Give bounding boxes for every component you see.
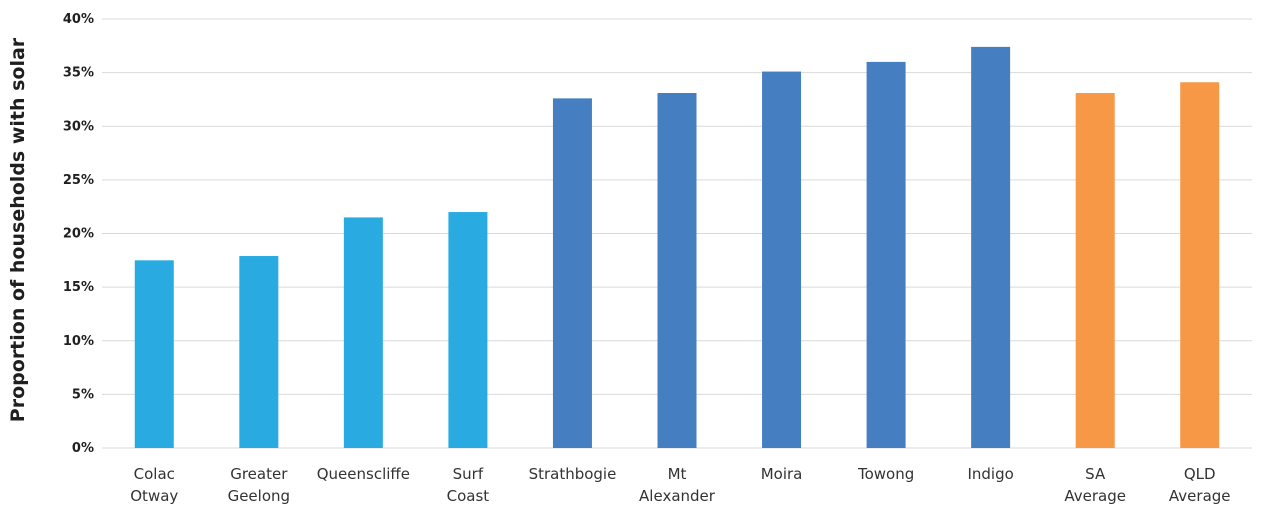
x-tick-label-line: Strathbogie — [529, 465, 617, 483]
x-tick-label-line: Geelong — [228, 487, 290, 505]
x-tick-label: Moira — [761, 465, 803, 483]
x-tick-label-line: Average — [1064, 487, 1126, 505]
y-tick-label: 40% — [63, 12, 94, 27]
bar — [971, 46, 1011, 448]
bar — [762, 71, 802, 449]
x-tick-label-line: Indigo — [967, 465, 1013, 483]
x-tick-label-line: Queenscliffe — [317, 465, 410, 483]
bar — [866, 61, 906, 449]
x-tick-label-line: QLD — [1184, 465, 1216, 483]
y-tick-label: 20% — [63, 227, 94, 242]
y-tick-label: 35% — [63, 66, 94, 81]
x-tick-label: QLD Average — [1169, 465, 1231, 505]
y-tick-label: 10% — [63, 334, 94, 349]
bar — [343, 217, 383, 448]
bar — [552, 98, 592, 449]
y-tick-label: 25% — [63, 173, 94, 188]
x-tick-label: Indigo — [967, 465, 1013, 483]
x-tick-label-line: Surf — [453, 465, 484, 483]
x-tick-label-line: Average — [1169, 487, 1231, 505]
x-tick-label-line: Colac — [134, 465, 175, 483]
x-tick-label: Mt Alexander — [639, 465, 716, 505]
y-axis-ticks: 0% 5% 10% 15% 20% 25% 30% 35% 40% — [63, 12, 94, 456]
bars — [134, 46, 1220, 449]
x-axis-labels: Colac Otway Greater Geelong Queenscliffe Surf… — [130, 465, 1230, 505]
x-tick-label-line: Otway — [130, 487, 178, 505]
bar — [134, 260, 174, 448]
x-tick-label-line: Mt — [668, 465, 687, 483]
x-tick-label: Surf Coast — [447, 465, 490, 505]
bar — [239, 256, 279, 448]
x-tick-label-line: SA — [1085, 465, 1106, 483]
x-tick-label: Colac Otway — [130, 465, 178, 505]
x-tick-label: Queenscliffe — [317, 465, 410, 483]
y-tick-label: 0% — [72, 441, 94, 456]
bar — [448, 212, 488, 448]
x-tick-label-line: Coast — [447, 487, 490, 505]
x-tick-label-line: Alexander — [639, 487, 716, 505]
y-tick-label: 5% — [72, 387, 94, 402]
bar — [1180, 82, 1220, 448]
x-tick-label: SA Average — [1064, 465, 1126, 505]
bar — [1075, 93, 1115, 448]
x-tick-label: Towong — [857, 465, 914, 483]
x-tick-label: Strathbogie — [529, 465, 617, 483]
x-tick-label-line: Towong — [857, 465, 914, 483]
x-tick-label: Greater Geelong — [228, 465, 290, 505]
x-tick-label-line: Greater — [230, 465, 288, 483]
y-tick-label: 15% — [63, 280, 94, 295]
x-tick-label-line: Moira — [761, 465, 803, 483]
y-axis-title: Proportion of households with solar — [7, 37, 29, 422]
y-tick-label: 30% — [63, 119, 94, 134]
bar — [657, 93, 697, 448]
